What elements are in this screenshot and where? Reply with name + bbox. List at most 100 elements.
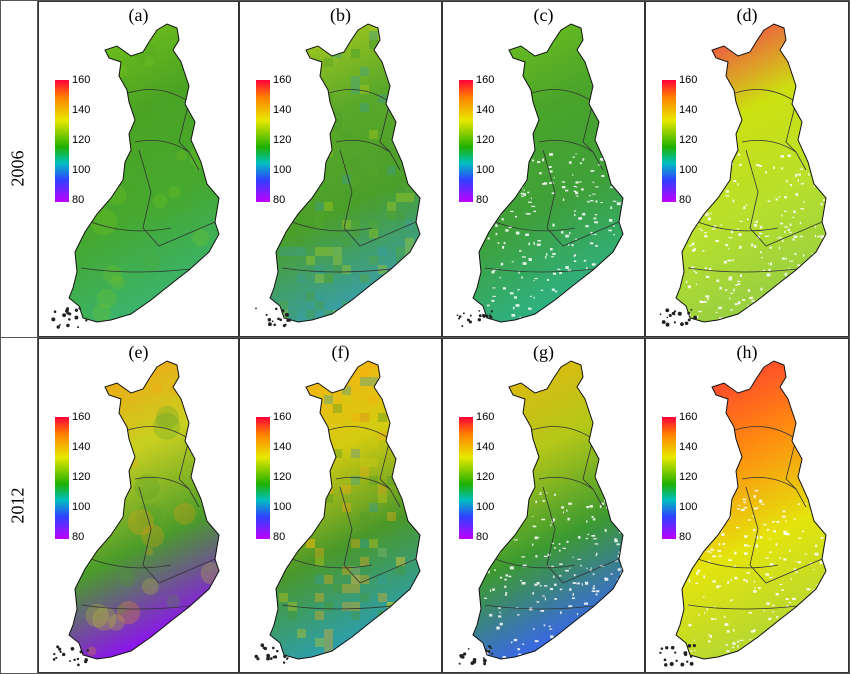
island-dot bbox=[85, 319, 88, 322]
island-dot bbox=[482, 657, 485, 659]
map-fill bbox=[473, 24, 623, 322]
island-dot bbox=[663, 658, 667, 662]
colorbar-gradient bbox=[256, 417, 270, 539]
colorbar-tick-160: 160 bbox=[273, 74, 292, 86]
colorbar-gradient bbox=[662, 417, 676, 539]
island-dot bbox=[61, 652, 66, 657]
island-dot bbox=[680, 662, 685, 667]
colorbar-tick-100: 100 bbox=[476, 501, 495, 513]
map-panel-h: (h) 160 140 120 100 80 bbox=[645, 338, 849, 673]
colorbar: 160 140 120 100 80 bbox=[55, 412, 115, 547]
country-outline bbox=[675, 23, 827, 323]
region-border bbox=[731, 426, 797, 440]
island-dot bbox=[668, 313, 672, 318]
island-dot bbox=[56, 645, 60, 649]
region-border bbox=[697, 221, 779, 232]
map-panel-d: (d) 160 140 120 100 80 bbox=[645, 1, 849, 337]
island-dot bbox=[58, 647, 62, 651]
island-dot bbox=[490, 647, 493, 650]
island-dot bbox=[255, 307, 257, 310]
colorbar-tick-140: 140 bbox=[476, 441, 495, 453]
panel-label: (a) bbox=[128, 5, 149, 25]
colorbar-tick-160: 160 bbox=[476, 74, 495, 86]
map-panel-c: (c) 160 140 120 100 80 bbox=[442, 1, 645, 337]
finland-map bbox=[254, 360, 421, 664]
island-dot bbox=[461, 325, 464, 328]
map-panel-e: (e) 160 140 120 100 80 bbox=[38, 338, 239, 673]
colorbar-tick-120: 120 bbox=[476, 471, 495, 483]
colorbar: 160 140 120 100 80 bbox=[256, 75, 316, 210]
island-dot bbox=[478, 310, 481, 312]
island-dot bbox=[272, 656, 275, 659]
island-dot bbox=[458, 662, 461, 665]
island-dot bbox=[73, 658, 76, 662]
row-label-2006-text: 2006 bbox=[7, 150, 28, 187]
island-dot bbox=[256, 658, 259, 661]
island-dot bbox=[489, 315, 493, 319]
region-border bbox=[697, 558, 779, 569]
island-dot bbox=[67, 307, 69, 310]
figure-border-top bbox=[0, 0, 850, 1]
island-dot bbox=[665, 322, 670, 327]
colorbar: 160 140 120 100 80 bbox=[459, 412, 519, 547]
colorbar-tick-80: 80 bbox=[679, 194, 692, 206]
island-dot bbox=[55, 656, 58, 660]
colorbar-tick-80: 80 bbox=[273, 194, 286, 206]
island-dot bbox=[260, 643, 265, 648]
island-dot bbox=[268, 322, 272, 327]
colorbar-tick-160: 160 bbox=[679, 74, 698, 86]
panel-label: (f) bbox=[331, 342, 350, 362]
map-fill bbox=[69, 24, 219, 322]
island-dot bbox=[491, 652, 494, 655]
colorbar-tick-140: 140 bbox=[273, 104, 292, 116]
colorbar-tick-140: 140 bbox=[679, 441, 698, 453]
island-dot bbox=[285, 657, 289, 660]
colorbar: 160 140 120 100 80 bbox=[459, 75, 519, 210]
island-dot bbox=[666, 316, 669, 319]
colorbar-gradient bbox=[459, 417, 473, 539]
island-dot bbox=[669, 661, 674, 666]
island-dot bbox=[687, 644, 692, 648]
region-border bbox=[138, 486, 216, 584]
island-dot bbox=[661, 320, 666, 324]
island-dot bbox=[277, 317, 280, 321]
region-border bbox=[281, 604, 401, 610]
island-dot bbox=[282, 324, 286, 328]
island-dot bbox=[659, 313, 662, 316]
island-dot bbox=[267, 318, 272, 322]
island-dot bbox=[689, 655, 693, 658]
island-dot bbox=[67, 318, 71, 321]
country-outline bbox=[269, 360, 421, 660]
colorbar-tick-140: 140 bbox=[273, 441, 292, 453]
island-dot bbox=[659, 651, 662, 654]
island-dot bbox=[687, 318, 691, 322]
island-dot bbox=[282, 661, 286, 664]
island-dot bbox=[263, 646, 268, 651]
island-dot bbox=[684, 653, 688, 657]
island-dot bbox=[274, 307, 278, 311]
island-dot bbox=[66, 323, 70, 328]
colorbar-tick-100: 100 bbox=[273, 164, 292, 176]
island-dot bbox=[485, 648, 488, 652]
island-dot bbox=[458, 315, 462, 318]
finland-map bbox=[458, 360, 624, 666]
island-dot bbox=[77, 326, 80, 329]
island-dot bbox=[460, 655, 463, 659]
country-outline bbox=[68, 23, 220, 323]
island-dot bbox=[283, 654, 287, 658]
island-dot bbox=[81, 651, 84, 654]
map-panel-f: (f) 160 140 120 100 80 bbox=[239, 338, 442, 673]
colorbar-tick-120: 120 bbox=[679, 134, 698, 146]
island-dot bbox=[272, 646, 275, 650]
finland-map bbox=[255, 23, 421, 328]
region-border bbox=[494, 221, 576, 232]
region-border bbox=[745, 149, 823, 247]
colorbar-tick-100: 100 bbox=[273, 501, 292, 513]
island-dot bbox=[84, 658, 88, 662]
colorbar-tick-80: 80 bbox=[72, 531, 85, 543]
colorbar-tick-160: 160 bbox=[476, 411, 495, 423]
island-dot bbox=[690, 308, 693, 311]
region-border bbox=[325, 426, 391, 440]
island-dot bbox=[467, 648, 470, 650]
